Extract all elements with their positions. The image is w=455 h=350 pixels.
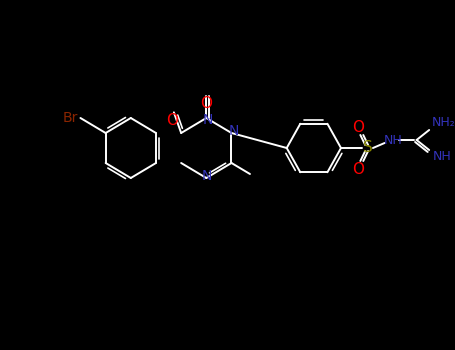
Text: NH: NH bbox=[384, 133, 403, 147]
Text: N: N bbox=[203, 113, 213, 127]
Text: N: N bbox=[201, 169, 212, 183]
Text: O: O bbox=[353, 119, 364, 134]
Text: S: S bbox=[363, 140, 373, 155]
Text: NH: NH bbox=[432, 150, 451, 163]
Text: O: O bbox=[353, 161, 364, 176]
Text: N: N bbox=[228, 124, 238, 138]
Text: O: O bbox=[166, 113, 178, 128]
Text: NH₂: NH₂ bbox=[432, 117, 455, 130]
Text: O: O bbox=[200, 97, 212, 112]
Text: Br: Br bbox=[63, 111, 78, 125]
